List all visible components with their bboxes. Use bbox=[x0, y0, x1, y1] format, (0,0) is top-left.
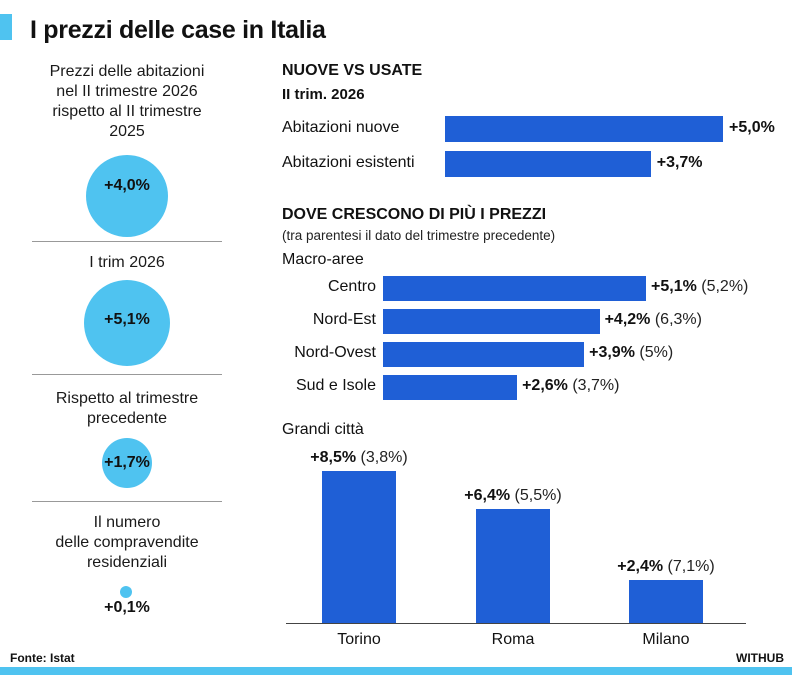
footer-source: Fonte: Istat bbox=[10, 651, 75, 665]
stat-quarter-value: +1,7% bbox=[104, 454, 150, 471]
stat-sales: Il numero delle compravendite residenzia… bbox=[32, 513, 222, 573]
macro-area-value-label: +3,9% (5%) bbox=[589, 344, 674, 361]
macro-area-value-label: +2,6% (3,7%) bbox=[522, 377, 620, 394]
stat-yearly-label-4: 2025 bbox=[109, 123, 145, 140]
city-value-label: +2,4% (7,1%) bbox=[617, 558, 715, 576]
macro-areas-label: Macro-aree bbox=[282, 251, 364, 268]
macro-area-previous-label: (6,3%) bbox=[650, 311, 702, 328]
new-vs-used-category-label: Abitazioni nuove bbox=[282, 119, 400, 136]
city-bar bbox=[476, 508, 550, 623]
stat-yearly-label-2: nel II trimestre 2026 bbox=[56, 83, 198, 100]
new-vs-used-bar bbox=[445, 151, 651, 177]
city-value-label: +6,4% (5,5%) bbox=[464, 486, 562, 504]
macro-area-bar bbox=[383, 309, 600, 334]
city-category-label: Milano bbox=[642, 631, 690, 648]
new-vs-used-value-label: +5,0% bbox=[729, 119, 775, 136]
stat-yearly-circle bbox=[86, 155, 168, 237]
stat-q1: I trim 2026 bbox=[32, 253, 222, 273]
stat-quarter: Rispetto al trimestre precedente bbox=[32, 389, 222, 429]
new-vs-used-value-label: +3,7% bbox=[656, 154, 703, 171]
macro-area-bar bbox=[383, 342, 585, 367]
divider bbox=[32, 241, 222, 242]
divider bbox=[32, 374, 222, 375]
stat-yearly-value: +4,0% bbox=[104, 177, 150, 194]
stat-sales-value: +0,1% bbox=[104, 599, 150, 616]
stat-q1-value: +5,1% bbox=[104, 311, 150, 328]
city-previous-label: (3,8%) bbox=[356, 449, 408, 466]
title-accent-bar bbox=[0, 14, 12, 40]
city-category-label: Torino bbox=[337, 631, 381, 648]
macro-area-category-label: Nord-Est bbox=[312, 311, 376, 328]
macro-area-previous-label: (5%) bbox=[634, 344, 674, 361]
city-category-label: Roma bbox=[491, 631, 535, 648]
page-title: I prezzi delle case in Italia bbox=[30, 16, 326, 44]
macro-area-category-label: Centro bbox=[327, 278, 376, 295]
macro-area-bar bbox=[383, 276, 646, 301]
city-previous-label: (5,5%) bbox=[510, 486, 562, 504]
city-bar bbox=[322, 471, 396, 623]
big-cities-baseline bbox=[286, 623, 746, 624]
stat-yearly-label-1: Prezzi delle abitazioni bbox=[49, 63, 205, 80]
bottom-accent-bar bbox=[0, 667, 792, 675]
big-cities-label: Grandi città bbox=[282, 421, 364, 438]
stat-sales-label-1: Il numero bbox=[93, 514, 161, 531]
divider bbox=[32, 501, 222, 502]
macro-area-value-label: +4,2% (6,3%) bbox=[604, 311, 702, 328]
regions-title: DOVE CRESCONO DI PIÙ I PREZZI bbox=[282, 206, 547, 223]
city-bar bbox=[629, 580, 703, 623]
stat-quarter-label-1: Rispetto al trimestre bbox=[55, 390, 199, 407]
regions-note: (tra parentesi il dato del trimestre pre… bbox=[282, 228, 556, 243]
macro-area-value-label: +5,1% (5,2%) bbox=[651, 278, 749, 295]
stat-quarter-circle bbox=[102, 438, 152, 488]
stat-quarter-label-2: precedente bbox=[86, 410, 168, 427]
city-value-label: +8,5% (3,8%) bbox=[310, 449, 408, 466]
new-vs-used-title: NUOVE VS USATE bbox=[282, 62, 423, 79]
stat-sales-circle bbox=[120, 586, 132, 598]
city-previous-label: (7,1%) bbox=[663, 558, 715, 576]
stat-yearly-label-3: rispetto al II trimestre bbox=[52, 103, 202, 120]
macro-area-previous-label: (5,2%) bbox=[696, 278, 749, 295]
macro-area-previous-label: (3,7%) bbox=[567, 377, 620, 394]
new-vs-used-bar bbox=[445, 116, 723, 142]
macro-area-bar bbox=[383, 375, 518, 400]
macro-area-category-label: Nord-Ovest bbox=[294, 344, 376, 361]
footer-brand: WITHUB bbox=[736, 651, 784, 665]
new-vs-used-category-label: Abitazioni esistenti bbox=[282, 154, 415, 171]
stat-q1-label: I trim 2026 bbox=[89, 254, 165, 271]
stat-sales-label-3: residenziali bbox=[86, 554, 168, 571]
stat-sales-label-2: delle compravendite bbox=[55, 534, 199, 551]
stat-yearly: Prezzi delle abitazioni nel II trimestre… bbox=[32, 62, 222, 142]
stat-q1-circle bbox=[84, 280, 170, 366]
new-vs-used-subtitle: II trim. 2026 bbox=[282, 86, 365, 103]
macro-area-category-label: Sud e Isole bbox=[295, 377, 376, 394]
